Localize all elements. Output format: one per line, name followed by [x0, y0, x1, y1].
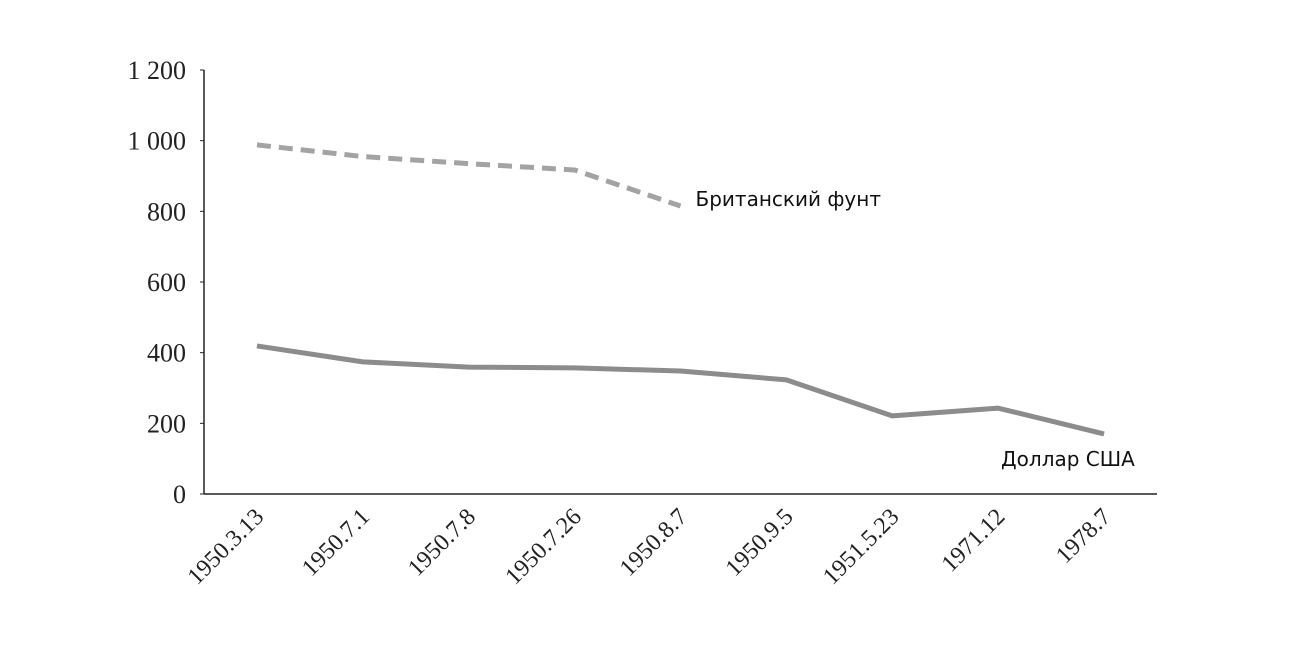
x-tick-label: 1978.7: [1051, 504, 1116, 569]
x-tick-label: 1950.7.26: [501, 504, 587, 590]
x-tick-label: 1950.8.7: [615, 504, 693, 582]
series-line: [256, 343, 1105, 437]
y-tick-label: 800: [147, 197, 186, 226]
y-tick-label: 1 200: [128, 56, 187, 85]
series-line: [256, 142, 682, 209]
y-tick-label: 400: [147, 339, 186, 368]
series-label: Британский фунт: [696, 187, 882, 211]
y-tick-label: 600: [147, 268, 186, 297]
x-tick-label: 1951.5.23: [818, 504, 904, 590]
x-tick-label: 1950.7.8: [403, 504, 481, 582]
y-tick-label: 0: [173, 480, 186, 509]
y-tick-label: 1 000: [128, 127, 187, 156]
y-tick-label: 200: [147, 409, 186, 438]
x-tick-label: 1950.3.13: [183, 504, 269, 590]
x-tick-label: 1971.12: [937, 504, 1011, 578]
x-tick-label: 1950.7.1: [297, 504, 375, 582]
x-tick-label: 1950.9.5: [721, 504, 799, 582]
series-label: Доллар США: [1001, 447, 1135, 471]
